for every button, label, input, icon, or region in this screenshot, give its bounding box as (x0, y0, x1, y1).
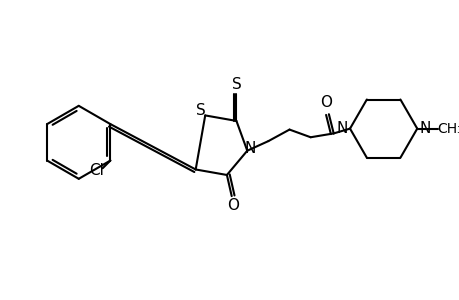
Text: S: S (195, 103, 205, 118)
Text: CH₃: CH₃ (436, 122, 459, 136)
Text: Cl: Cl (89, 163, 104, 178)
Text: N: N (336, 121, 347, 136)
Text: O: O (227, 198, 239, 213)
Text: S: S (231, 77, 241, 92)
Text: N: N (244, 141, 255, 156)
Text: O: O (319, 95, 331, 110)
Text: N: N (418, 121, 430, 136)
